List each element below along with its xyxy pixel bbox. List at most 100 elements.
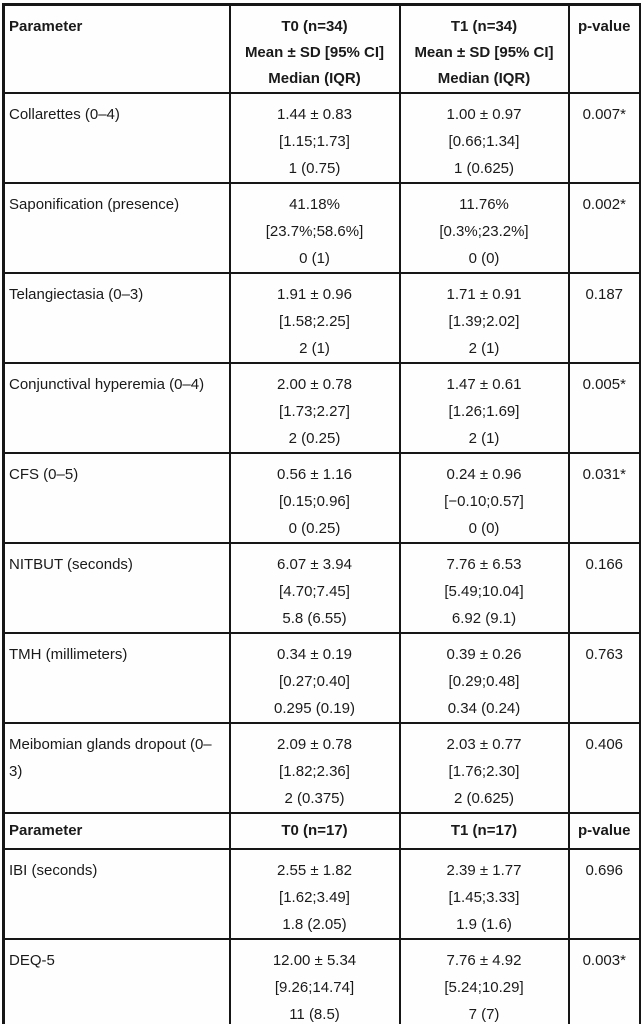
mean-sd: 12.00 ± 5.34 — [272, 952, 357, 969]
ci: [0.27;0.40] — [279, 673, 350, 690]
table-row-nitbut: NITBUT (seconds) 6.07 ± 3.94 [4.70;7.45]… — [2, 542, 641, 634]
p-value: 0.187 — [567, 272, 641, 364]
mean-sd: 0.34 ± 0.19 — [277, 646, 352, 663]
median-iqr: 2 (1) — [299, 340, 330, 357]
t0-cell: 2.55 ± 1.82 [1.62;3.49] 1.8 (2.05) — [228, 848, 401, 940]
mean-sd: 41.18% — [289, 196, 340, 213]
median-iqr: 1.8 (2.05) — [282, 916, 347, 933]
results-table: Parameter T0 (n=34) Mean ± SD [95% CI] M… — [2, 3, 641, 1024]
t0-cell: 2.00 ± 0.78 [1.73;2.27] 2 (0.25) — [228, 362, 401, 454]
table-row-conjunctival-hyperemia: Conjunctival hyperemia (0–4) 2.00 ± 0.78… — [2, 362, 641, 454]
median-iqr: 2 (0.625) — [453, 790, 515, 807]
mean-sd: 1.47 ± 0.61 — [446, 376, 522, 393]
median-iqr: 2 (1) — [468, 430, 500, 447]
paper-table-figure: Parameter T0 (n=34) Mean ± SD [95% CI] M… — [0, 3, 641, 1024]
ci: [1.82;2.36] — [279, 763, 350, 780]
mean-sd: 6.07 ± 3.94 — [277, 556, 352, 573]
t0-cell: 6.07 ± 3.94 [4.70;7.45] 5.8 (6.55) — [228, 542, 401, 634]
median-iqr: 0 (0.25) — [288, 520, 341, 537]
mean-sd: 2.55 ± 1.82 — [277, 862, 352, 879]
p-value: 0.005* — [567, 362, 641, 454]
table-row-deq5: DEQ-5 12.00 ± 5.34 [9.26;14.74] 11 (8.5)… — [2, 938, 641, 1024]
mean-sd: 1.00 ± 0.97 — [446, 106, 522, 123]
table-header-row-n34: Parameter T0 (n=34) Mean ± SD [95% CI] M… — [2, 3, 641, 94]
ci: [4.70;7.45] — [279, 583, 350, 600]
param-label: Collarettes (0–4) — [2, 92, 231, 184]
t0-cell: 1.91 ± 0.96 [1.58;2.25] 2 (1) — [228, 272, 401, 364]
ci: [1.45;3.33] — [448, 889, 520, 906]
median-iqr: 2 (0.375) — [284, 790, 345, 807]
mean-sd: 2.03 ± 0.77 — [446, 736, 522, 753]
t0-cell: 0.56 ± 1.16 [0.15;0.96] 0 (0.25) — [228, 452, 401, 544]
mean-sd: 2.09 ± 0.78 — [277, 736, 352, 753]
header-t0-median: Median (IQR) — [268, 70, 361, 87]
p-value: 0.166 — [567, 542, 641, 634]
median-iqr: 7 (7) — [468, 1006, 500, 1023]
header-t0-title: T0 (n=34) — [281, 18, 348, 35]
mean-sd: 2.00 ± 0.78 — [277, 376, 352, 393]
table-row-cfs: CFS (0–5) 0.56 ± 1.16 [0.15;0.96] 0 (0.2… — [2, 452, 641, 544]
p-value: 0.031* — [567, 452, 641, 544]
t0-cell: 12.00 ± 5.34 [9.26;14.74] 11 (8.5) — [228, 938, 401, 1024]
param-label: CFS (0–5) — [2, 452, 231, 544]
t1-cell: 7.76 ± 4.92 [5.24;10.29] 7 (7) — [398, 938, 570, 1024]
table-header-row-n17: Parameter T0 (n=17) T1 (n=17) p-value — [2, 812, 641, 850]
ci: [1.73;2.27] — [279, 403, 350, 420]
header2-parameter: Parameter — [2, 812, 231, 850]
header-pvalue: p-value — [567, 3, 641, 94]
header2-t1-n17: T1 (n=17) — [398, 812, 570, 850]
p-value: 0.007* — [567, 92, 641, 184]
header-t0-n34: T0 (n=34) Mean ± SD [95% CI] Median (IQR… — [228, 3, 401, 94]
ci: [1.76;2.30] — [448, 763, 520, 780]
t1-cell: 1.71 ± 0.91 [1.39;2.02] 2 (1) — [398, 272, 570, 364]
header-parameter: Parameter — [2, 3, 231, 94]
table-row-meibomian-dropout: Meibomian glands dropout (0–3) 2.09 ± 0.… — [2, 722, 641, 814]
mean-sd: 1.91 ± 0.96 — [277, 286, 352, 303]
mean-sd: 0.24 ± 0.96 — [446, 466, 522, 483]
param-label: DEQ-5 — [2, 938, 231, 1024]
t0-cell: 1.44 ± 0.83 [1.15;1.73] 1 (0.75) — [228, 92, 401, 184]
p-value: 0.763 — [567, 632, 641, 724]
ci: [0.29;0.48] — [448, 673, 520, 690]
median-iqr: 0 (0) — [468, 250, 500, 267]
median-iqr: 0 (1) — [299, 250, 330, 267]
p-value: 0.002* — [567, 182, 641, 274]
t1-cell: 0.39 ± 0.26 [0.29;0.48] 0.34 (0.24) — [398, 632, 570, 724]
table-row-telangiectasia: Telangiectasia (0–3) 1.91 ± 0.96 [1.58;2… — [2, 272, 641, 364]
p-value: 0.003* — [567, 938, 641, 1024]
median-iqr: 0.295 (0.19) — [274, 700, 355, 717]
median-iqr: 0 (0) — [468, 520, 500, 537]
header-t1-title: T1 (n=34) — [450, 18, 518, 35]
median-iqr: 2 (1) — [468, 340, 500, 357]
ci: [1.62;3.49] — [279, 889, 350, 906]
ci: [9.26;14.74] — [274, 979, 355, 996]
header-t1-n34: T1 (n=34) Mean ± SD [95% CI] Median (IQR… — [398, 3, 570, 94]
ci: [0.15;0.96] — [279, 493, 350, 510]
mean-sd: 1.44 ± 0.83 — [277, 106, 352, 123]
t1-cell: 11.76% [0.3%;23.2%] 0 (0) — [398, 182, 570, 274]
header-t1-median: Median (IQR) — [437, 70, 531, 87]
p-value: 0.406 — [567, 722, 641, 814]
t1-cell: 0.24 ± 0.96 [−0.10;0.57] 0 (0) — [398, 452, 570, 544]
median-iqr: 5.8 (6.55) — [282, 610, 347, 627]
header2-pvalue: p-value — [567, 812, 641, 850]
ci: [1.39;2.02] — [448, 313, 520, 330]
ci: [5.49;10.04] — [444, 583, 524, 600]
param-label: Telangiectasia (0–3) — [2, 272, 231, 364]
median-iqr: 1.9 (1.6) — [456, 916, 512, 933]
median-iqr: 1 (0.625) — [453, 160, 515, 177]
mean-sd: 1.71 ± 0.91 — [446, 286, 522, 303]
mean-sd: 2.39 ± 1.77 — [446, 862, 522, 879]
t1-cell: 1.47 ± 0.61 [1.26;1.69] 2 (1) — [398, 362, 570, 454]
median-iqr: 2 (0.25) — [288, 430, 341, 447]
t1-cell: 7.76 ± 6.53 [5.49;10.04] 6.92 (9.1) — [398, 542, 570, 634]
mean-sd: 0.56 ± 1.16 — [277, 466, 352, 483]
param-label: Conjunctival hyperemia (0–4) — [2, 362, 231, 454]
t1-cell: 1.00 ± 0.97 [0.66;1.34] 1 (0.625) — [398, 92, 570, 184]
header-t0-meansd: Mean ± SD [95% CI] — [244, 44, 385, 61]
median-iqr: 0.34 (0.24) — [447, 700, 521, 717]
param-label: IBI (seconds) — [2, 848, 231, 940]
ci: [0.3%;23.2%] — [439, 223, 529, 240]
param-label: NITBUT (seconds) — [2, 542, 231, 634]
ci: [0.66;1.34] — [448, 133, 520, 150]
